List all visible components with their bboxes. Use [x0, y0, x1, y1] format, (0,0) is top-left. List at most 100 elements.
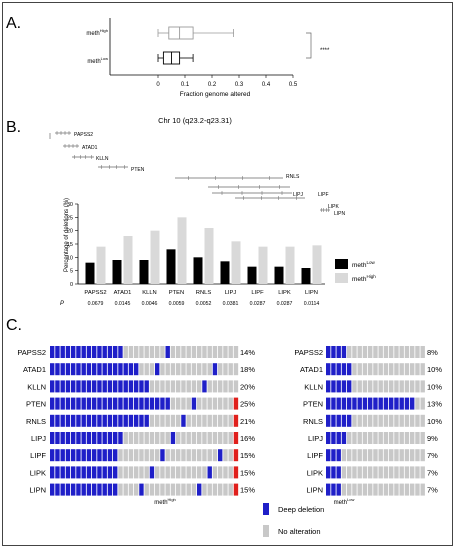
- oncoprint-cell-no-alteration: [368, 414, 373, 427]
- oncoprint-cell-deep-deletion: [92, 346, 97, 358]
- oncoprint-cell-no-alteration: [144, 466, 149, 479]
- oncoprint-cell-no-alteration: [160, 432, 165, 444]
- oncoprint-cell-no-alteration: [352, 414, 357, 427]
- oncoprint-cell-no-alteration: [207, 380, 212, 393]
- bar-legend-label: methHigh: [352, 274, 376, 283]
- oncoprint-cell-deep-deletion: [55, 466, 60, 479]
- oncoprint-cell-no-alteration: [362, 449, 368, 462]
- bar-meth-high: [258, 246, 268, 284]
- oncoprint-gene-label: LIPF: [30, 451, 46, 460]
- oncoprint-cell-no-alteration: [373, 380, 378, 393]
- bar-meth-high: [123, 236, 133, 284]
- oncoprint-cell-deep-deletion: [60, 397, 65, 410]
- oncoprint-cell-no-alteration: [415, 414, 420, 427]
- oncoprint-cell-no-alteration: [394, 346, 399, 358]
- oncoprint-cell-deep-deletion: [197, 483, 202, 496]
- oncoprint-cell-no-alteration: [410, 414, 415, 427]
- oncoprint-cell-no-alteration: [123, 449, 128, 462]
- oncoprint-cell-deep-deletion: [139, 414, 144, 427]
- oncoprint-cell-deep-deletion: [123, 380, 128, 393]
- oncoprint-cell-deep-deletion: [55, 432, 60, 444]
- oncoprint-cell-deep-deletion: [144, 380, 149, 393]
- panel-c-legend: Deep deletion No alteration: [263, 503, 324, 537]
- oncoprint-cell-no-alteration: [218, 346, 223, 358]
- oncoprint-cell-no-alteration: [394, 466, 399, 479]
- oncoprint-cell-deep-deletion: [336, 414, 341, 427]
- oncoprint-cell-no-alteration: [368, 449, 373, 462]
- bar-meth-low: [220, 261, 230, 284]
- oncoprint-cell-deep-deletion: [144, 414, 149, 427]
- oncoprint-cell-no-alteration: [389, 346, 394, 358]
- oncoprint-cell-deep-deletion: [165, 397, 170, 410]
- oncoprint-cell-no-alteration: [186, 449, 191, 462]
- oncoprint-cell-no-alteration: [160, 346, 165, 358]
- oncoprint-cell-no-alteration: [415, 449, 420, 462]
- oncoprint-cell-deep-deletion: [76, 449, 81, 462]
- oncoprint-cell-no-alteration: [144, 346, 149, 358]
- oncoprint-cell-no-alteration: [383, 483, 389, 496]
- oncoprint-cell-deep-deletion: [326, 363, 331, 376]
- oncoprint-cell-deep-deletion: [71, 363, 76, 376]
- oncoprint-cell-deep-deletion: [50, 466, 55, 479]
- oncoprint-cell-no-alteration: [176, 449, 181, 462]
- panel-a-x-tick-label: 0.3: [235, 82, 244, 88]
- oncoprint-cell-deep-deletion: [65, 432, 71, 444]
- oncoprint-cell-no-alteration: [233, 363, 239, 376]
- oncoprint-cell-no-alteration: [404, 466, 410, 479]
- oncoprint-cell-no-alteration: [378, 414, 383, 427]
- oncoprint-cell-deep-deletion: [331, 363, 336, 376]
- oncoprint-cell-deep-deletion: [347, 380, 352, 393]
- oncoprint-cell-other: [233, 414, 239, 427]
- oncoprint-cell-deep-deletion: [92, 466, 97, 479]
- oncoprint-cell-no-alteration: [404, 449, 410, 462]
- oncoprint-cell-no-alteration: [394, 483, 399, 496]
- oncoprint-cell-no-alteration: [389, 363, 394, 376]
- oncoprint-cell-no-alteration: [139, 466, 144, 479]
- oncoprint-cell-deep-deletion: [102, 483, 107, 496]
- oncoprint-cell-no-alteration: [378, 483, 383, 496]
- oncoprint-percent: 10%: [427, 382, 442, 391]
- oncoprint-cell-no-alteration: [197, 346, 202, 358]
- oncoprint-cell-deep-deletion: [71, 483, 76, 496]
- oncoprint-cell-no-alteration: [144, 449, 149, 462]
- panel-a-x-tick-label: 0.1: [181, 82, 190, 88]
- gene-map-label: LIPJ: [293, 192, 304, 198]
- oncoprint-cell-no-alteration: [139, 363, 144, 376]
- oncoprint-cell-deep-deletion: [76, 380, 81, 393]
- oncoprint-cell-other: [233, 397, 239, 410]
- bar-chart-y-tick-label: 15: [67, 242, 73, 248]
- oncoprint-cell-deep-deletion: [331, 380, 336, 393]
- oncoprint-cell-no-alteration: [170, 380, 176, 393]
- oncoprint-cell-no-alteration: [176, 397, 181, 410]
- gene-map-label: PTEN: [131, 167, 145, 173]
- oncoprint-percent: 14%: [240, 348, 255, 357]
- oncoprint-cell-no-alteration: [410, 363, 415, 376]
- oncoprint-cell-deep-deletion: [107, 397, 113, 410]
- oncoprint-cell-deep-deletion: [65, 397, 71, 410]
- oncoprint-cell-no-alteration: [368, 432, 373, 444]
- oncoprint-cell-other: [233, 449, 239, 462]
- oncoprint-cell-deep-deletion: [347, 414, 352, 427]
- oncoprint-cell-no-alteration: [228, 380, 233, 393]
- oncoprint-cell-deep-deletion: [113, 346, 118, 358]
- oncoprint-cell-no-alteration: [144, 432, 149, 444]
- oncoprint-cell-no-alteration: [149, 432, 155, 444]
- oncoprint-percent: 15%: [240, 468, 255, 477]
- oncoprint-percent: 9%: [427, 434, 438, 443]
- oncoprint-gene-label: LIPK: [30, 468, 46, 477]
- oncoprint-cell-deep-deletion: [92, 483, 97, 496]
- oncoprint-cell-no-alteration: [347, 449, 352, 462]
- oncoprint-cell-no-alteration: [420, 414, 425, 427]
- oncoprint-cell-no-alteration: [223, 432, 228, 444]
- oncoprint-cell-no-alteration: [373, 483, 378, 496]
- bar-chart-category-label: KLLN: [142, 290, 157, 296]
- oncoprint-cell-no-alteration: [399, 483, 404, 496]
- panel-b-legend: methLow methHigh: [335, 259, 376, 283]
- oncoprint-cell-no-alteration: [176, 466, 181, 479]
- oncoprint-cell-no-alteration: [394, 449, 399, 462]
- panel-b-p-label: P: [60, 301, 64, 307]
- bar-chart-category-label: LIPN: [305, 290, 318, 296]
- oncoprint-cell-no-alteration: [149, 414, 155, 427]
- oncoprint-cell-no-alteration: [389, 380, 394, 393]
- bar-meth-low: [193, 257, 203, 284]
